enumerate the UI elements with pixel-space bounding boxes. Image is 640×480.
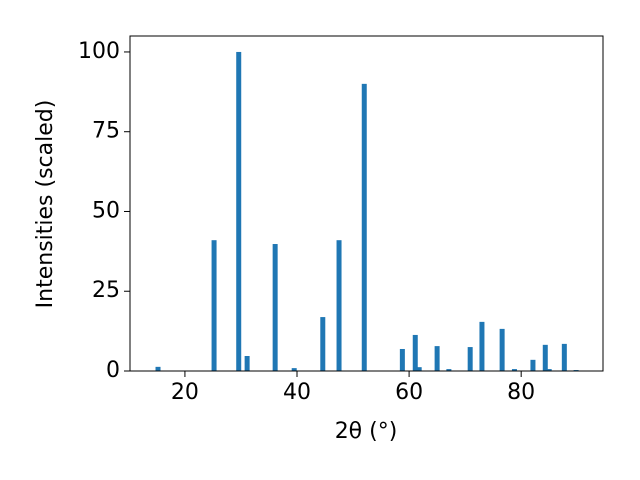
y-tick-label: 100 xyxy=(78,39,120,64)
x-tick-label: 80 xyxy=(507,380,535,405)
y-tick-label: 50 xyxy=(92,198,120,223)
bar xyxy=(399,348,405,371)
bar xyxy=(479,321,485,371)
bar xyxy=(530,359,536,371)
bar xyxy=(446,369,452,371)
bar xyxy=(416,367,422,371)
bar xyxy=(320,317,326,371)
bar xyxy=(499,328,505,371)
x-tick-label: 40 xyxy=(283,380,311,405)
bar xyxy=(546,369,552,371)
bar xyxy=(272,244,278,371)
bar xyxy=(542,344,548,371)
bar xyxy=(211,240,217,371)
bar xyxy=(336,240,342,371)
bar xyxy=(561,343,567,371)
bar xyxy=(155,366,161,371)
x-tick-label: 20 xyxy=(171,380,199,405)
bar xyxy=(291,368,297,371)
bar xyxy=(361,83,367,371)
x-axis-label: 2θ (°) xyxy=(335,419,398,444)
bar xyxy=(412,334,418,371)
bar xyxy=(467,347,473,371)
plot-frame xyxy=(129,35,604,372)
y-tick-label: 0 xyxy=(106,358,120,383)
y-tick-label: 25 xyxy=(92,278,120,303)
bar xyxy=(236,51,242,371)
bar xyxy=(244,356,250,371)
bar xyxy=(434,346,440,371)
bar xyxy=(511,369,517,371)
x-tick-label: 60 xyxy=(395,380,423,405)
y-tick-label: 75 xyxy=(92,119,120,144)
y-axis-label: Intensities (scaled) xyxy=(33,100,58,309)
